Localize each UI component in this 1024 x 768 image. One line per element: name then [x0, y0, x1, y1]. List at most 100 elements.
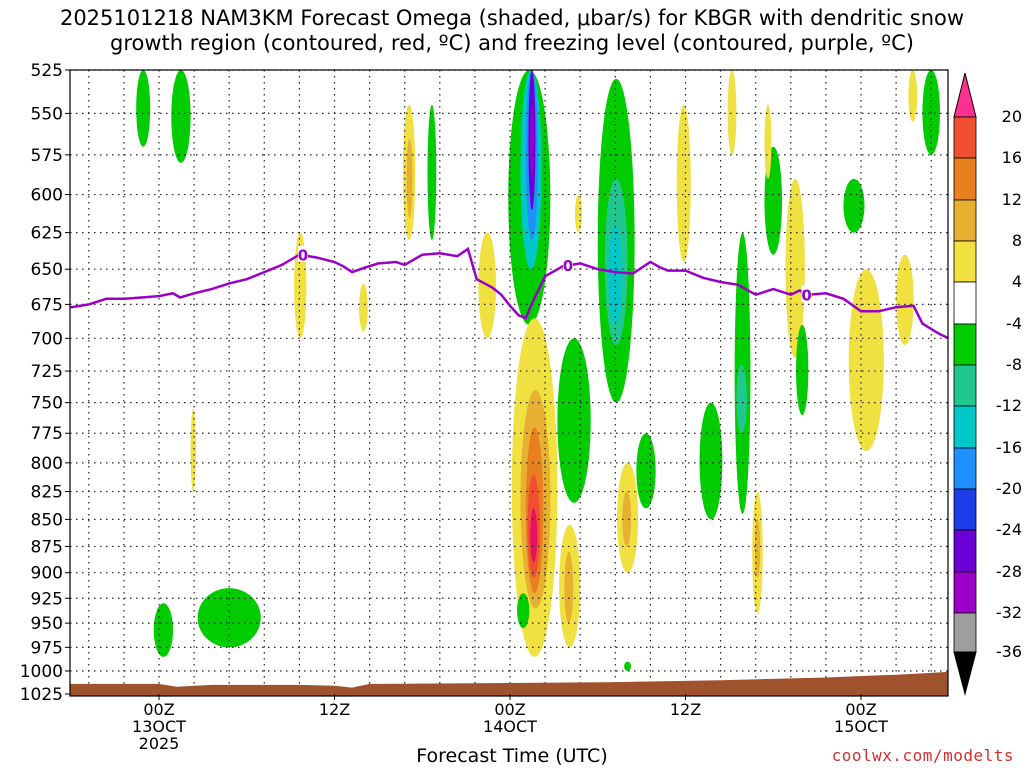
omega-cell	[530, 508, 538, 563]
y-tick-label: 675	[31, 295, 63, 315]
colorbar-label: 4	[1012, 272, 1022, 291]
x-axis-title: Forecast Time (UTC)	[416, 745, 608, 767]
omega-cell	[764, 104, 772, 179]
omega-cell	[171, 70, 191, 163]
omega-cell	[699, 402, 723, 520]
omega-cell	[557, 338, 591, 503]
x-tick-label: 12Z	[670, 700, 701, 719]
y-tick-label: 750	[31, 394, 63, 414]
omega-cell	[727, 70, 737, 155]
y-tick-label: 825	[31, 483, 63, 503]
y-tick-label: 900	[31, 564, 63, 584]
colorbar-segment	[953, 405, 977, 449]
colorbar-label: -8	[1006, 355, 1022, 374]
y-tick-label: 525	[31, 61, 63, 81]
credit-link[interactable]: coolwx.com/modelts	[831, 746, 1014, 765]
y-tick-label: 975	[31, 638, 63, 658]
colorbar-segment	[953, 529, 977, 573]
omega-cell	[517, 593, 530, 629]
x-tick-label: 2025	[139, 734, 180, 753]
y-tick-label: 875	[31, 537, 63, 557]
colorbar-segment	[953, 116, 977, 159]
y-tick-label: 775	[31, 424, 63, 444]
colorbar-segment	[953, 612, 977, 653]
y-tick-label: 800	[31, 454, 63, 474]
omega-cell	[197, 588, 261, 648]
colorbar-segment	[953, 323, 977, 366]
colorbar-segment	[953, 157, 977, 201]
y-tick-label: 625	[31, 224, 63, 244]
omega-cell	[676, 104, 691, 262]
omega-cell	[359, 283, 368, 332]
freezing-label: 0	[298, 247, 308, 265]
colorbar-label: 12	[1002, 190, 1022, 209]
colorbar-label: -4	[1006, 314, 1022, 333]
colorbar-bottom-triangle	[953, 651, 977, 696]
omega-cell	[530, 104, 534, 179]
colorbar-segment	[953, 199, 977, 242]
y-tick-label: 600	[31, 186, 63, 206]
omega-cell	[736, 364, 747, 434]
omega-cell	[406, 138, 413, 218]
omega-cell	[796, 324, 809, 416]
colorbar-label: -28	[996, 562, 1022, 581]
freezing-level-labels: 0 0 0	[298, 245, 812, 305]
omega-cell	[574, 194, 582, 233]
colorbar-segment	[953, 364, 977, 407]
freezing-label: 0	[801, 287, 811, 305]
colorbar-top-triangle	[953, 72, 977, 118]
colorbar-segment	[953, 240, 977, 283]
chart-title-line1: 2025101218 NAM3KM Forecast Omega (shaded…	[59, 6, 965, 30]
colorbar-segment	[953, 571, 977, 614]
omega-cell	[785, 178, 805, 359]
omega-cell	[564, 551, 574, 624]
colorbar-segment	[953, 447, 977, 490]
y-tick-label: 550	[31, 104, 63, 124]
omega-cell	[622, 491, 632, 547]
colorbar-label: 16	[1002, 148, 1022, 167]
omega-cell	[427, 104, 437, 241]
omega-cell	[153, 603, 174, 657]
omega-cell	[843, 178, 865, 233]
colorbar-label: 20	[1002, 107, 1022, 126]
omega-cell	[908, 70, 918, 122]
colorbar-label: -16	[996, 438, 1022, 457]
colorbar-label: -24	[996, 520, 1022, 539]
x-tick-label: 00Z	[494, 700, 525, 719]
freezing-label: 0	[563, 257, 573, 275]
grid-lines	[70, 69, 948, 695]
y-tick-label: 850	[31, 510, 63, 530]
chart-title-line2: growth region (contoured, red, ºC) and f…	[110, 31, 914, 55]
x-tick-label: 00Z	[143, 700, 174, 719]
omega-cell	[190, 408, 196, 492]
colorbar-label: -32	[996, 603, 1022, 622]
colorbar-segment	[953, 281, 977, 325]
y-axis: 525 550 575 600 625 650 675 700 725 750 775 800 825 8…	[20, 61, 70, 705]
plot-frame	[69, 69, 949, 697]
y-tick-label: 575	[31, 146, 63, 166]
x-tick-label: 13OCT	[132, 717, 186, 736]
colorbar-label: -12	[996, 396, 1022, 415]
freezing-label-bg	[562, 255, 573, 272]
x-tick-label: 00Z	[845, 700, 876, 719]
colorbar-label: -20	[996, 479, 1022, 498]
y-tick-label: 1000	[20, 662, 63, 682]
y-tick-label: 1025	[20, 685, 63, 705]
colorbar: 20 16 12 8 4 -4 -8 -12 -16 -20 -24 -28 -32 -36	[953, 72, 1022, 696]
y-tick-label: 925	[31, 589, 63, 609]
x-tick-label: 12Z	[319, 700, 350, 719]
omega-cell	[896, 254, 914, 345]
x-tick-label: 15OCT	[834, 717, 888, 736]
colorbar-segment	[953, 488, 977, 531]
colorbar-label: -36	[996, 642, 1022, 661]
y-tick-label: 950	[31, 614, 63, 634]
y-tick-label: 650	[31, 260, 63, 280]
omega-cell	[636, 433, 656, 509]
omega-cell	[624, 661, 632, 671]
y-tick-label: 725	[31, 362, 63, 382]
terrain-fill	[70, 671, 948, 696]
freezing-label-bg	[801, 285, 812, 302]
freezing-level-line	[70, 246, 948, 340]
omega-cell	[848, 269, 884, 452]
